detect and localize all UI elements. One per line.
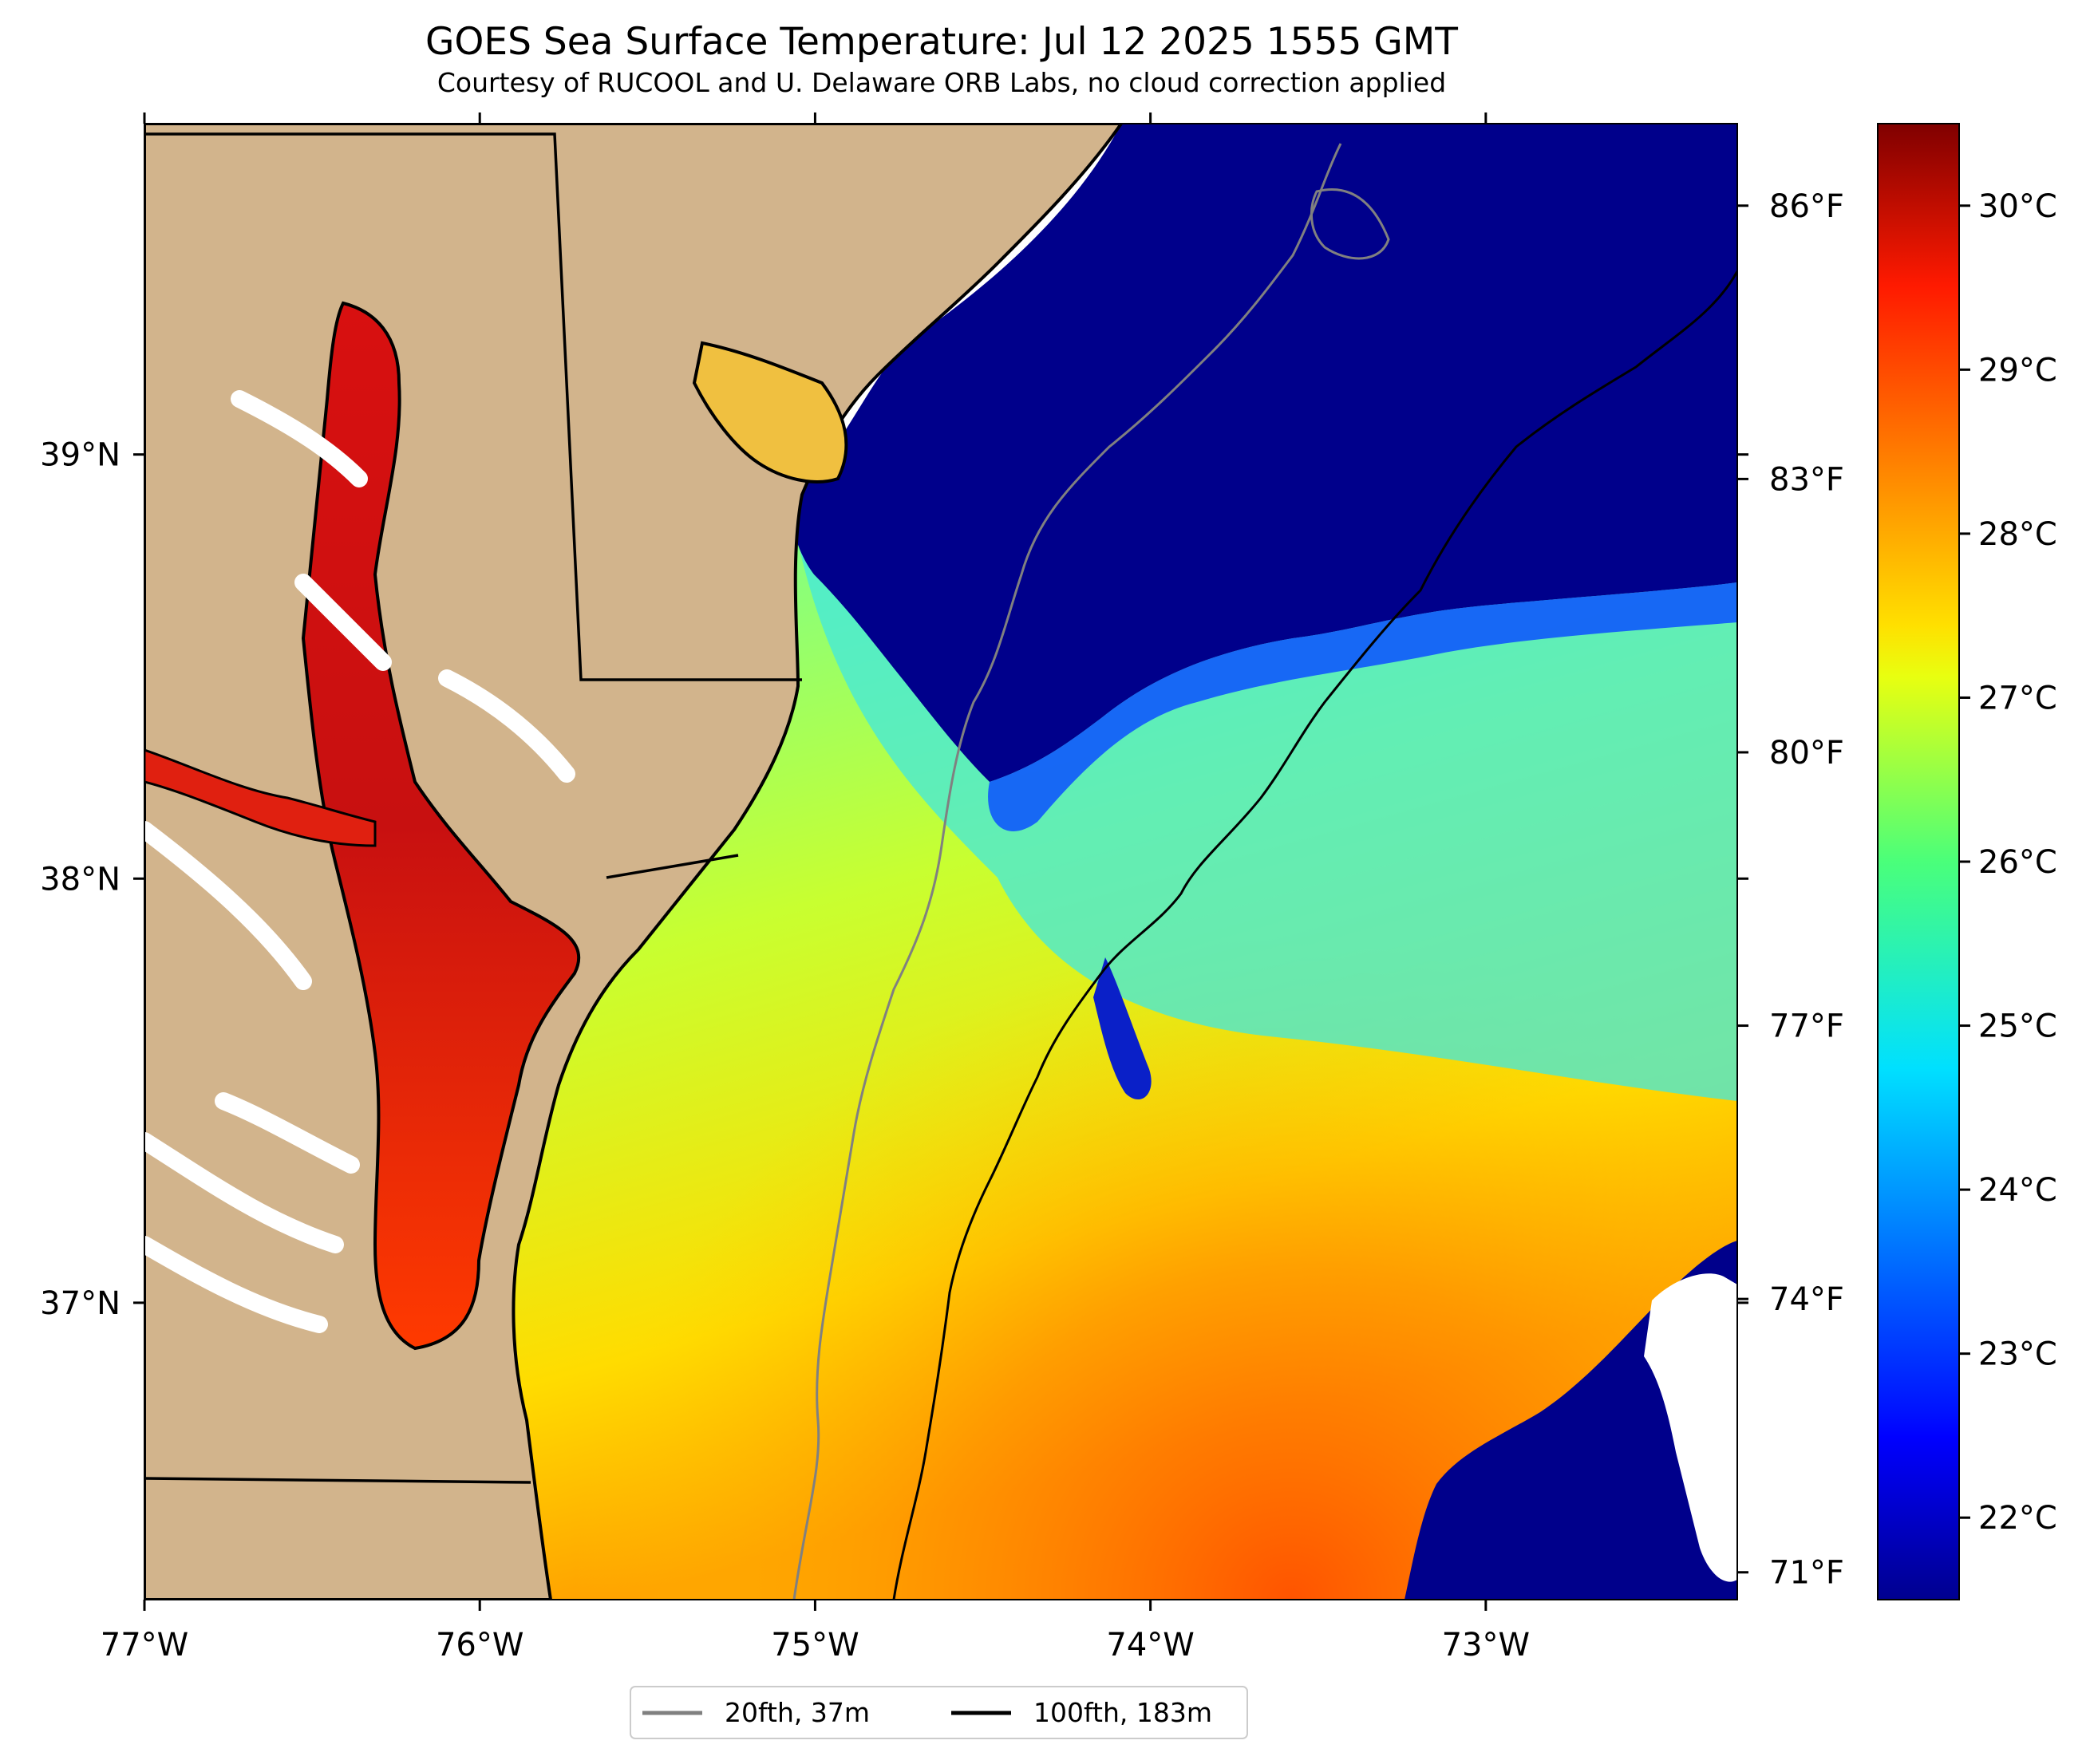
celsius-tick-label: 26°C xyxy=(1978,844,2057,881)
no-data-cloud-patch xyxy=(1644,1273,1737,1582)
celsius-tick-label: 27°C xyxy=(1978,680,2057,716)
fahrenheit-tick-label: 77°F xyxy=(1769,1008,1844,1045)
contour-20fth-shoal xyxy=(1310,188,1390,260)
blue-frontal-zone xyxy=(988,582,1737,831)
celsius-tick-label: 25°C xyxy=(1978,1008,2057,1045)
lon-tick-label: 77°W xyxy=(101,1627,188,1663)
legend-label-100fth: 100fth, 183m xyxy=(1033,1697,1212,1728)
lat-tick-label: 38°N xyxy=(40,861,121,898)
potomac-river xyxy=(144,748,377,847)
celsius-tick-label: 24°C xyxy=(1978,1172,2057,1209)
celsius-tick-label: 28°C xyxy=(1978,516,2057,553)
celsius-tick-label: 23°C xyxy=(1978,1336,2057,1373)
blue-eddy xyxy=(1093,957,1152,1100)
legend-frame xyxy=(630,1686,1248,1739)
lat-tick-label: 39°N xyxy=(40,437,121,474)
fahrenheit-tick-label: 83°F xyxy=(1769,461,1844,498)
longitude-axis: 77°W 76°W 75°W 74°W 73°W xyxy=(101,112,1530,1663)
legend-label-20fth: 20fth, 37m xyxy=(725,1697,870,1728)
contour-20fth xyxy=(792,143,1342,1600)
fahrenheit-tick-label: 80°F xyxy=(1769,735,1844,772)
lat-tick-label: 37°N xyxy=(40,1285,121,1322)
celsius-tick-label: 22°C xyxy=(1978,1500,2057,1537)
fahrenheit-tick-label: 86°F xyxy=(1769,188,1844,225)
celsius-tick-label: 29°C xyxy=(1978,352,2057,389)
fahrenheit-tick-label: 74°F xyxy=(1769,1281,1844,1318)
cold-water-region xyxy=(789,124,1737,782)
state-boundaries xyxy=(144,132,802,1484)
latitude-axis: 39°N 38°N 37°N xyxy=(40,437,1748,1322)
colorbar-fahrenheit-ticks: 71°F 74°F 77°F 80°F 83°F 86°F xyxy=(1737,188,1844,1592)
lon-tick-label: 76°W xyxy=(436,1627,523,1663)
colorbar xyxy=(1877,123,1960,1600)
map-title: GOES Sea Surface Temperature: Jul 12 202… xyxy=(425,20,1458,64)
legend: 20fth, 37m 100fth, 183m xyxy=(630,1686,1248,1739)
delaware-bay xyxy=(692,341,848,483)
lon-tick-label: 73°W xyxy=(1442,1627,1530,1663)
map-frame xyxy=(144,123,1738,1600)
rivers xyxy=(144,390,575,1333)
celsius-tick-label: 30°C xyxy=(1978,188,2057,225)
map-panel xyxy=(144,124,1737,1600)
contour-100fth xyxy=(892,270,1737,1600)
map-subtitle: Courtesy of RUCOOL and U. Delaware ORB L… xyxy=(437,67,1446,98)
lon-tick-label: 75°W xyxy=(771,1627,859,1663)
colorbar-celsius-ticks: 22°C 23°C 24°C 25°C 26°C 27°C 28°C 29°C 30°C xyxy=(1959,188,2057,1537)
fahrenheit-tick-label: 71°F xyxy=(1769,1555,1844,1592)
lon-tick-label: 74°W xyxy=(1106,1627,1194,1663)
